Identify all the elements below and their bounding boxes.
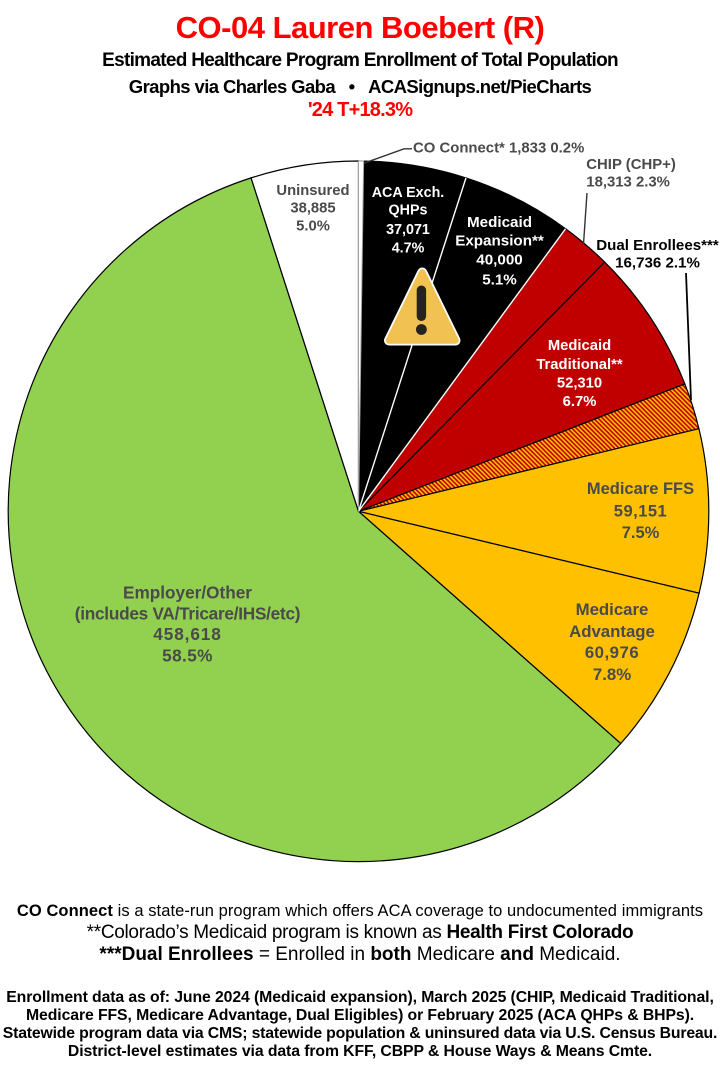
svg-text:Medicaid: Medicaid — [548, 338, 611, 354]
svg-text:Expansion**: Expansion** — [455, 233, 544, 250]
svg-text:18,313 2.3%: 18,313 2.3% — [586, 174, 670, 190]
svg-text:Medicare: Medicare — [576, 600, 649, 619]
svg-text:Medicare FFS: Medicare FFS — [587, 480, 694, 498]
svg-text:QHPs: QHPs — [389, 202, 428, 218]
svg-text:Uninsured: Uninsured — [276, 183, 349, 199]
svg-text:7.8%: 7.8% — [593, 665, 631, 684]
svg-text:5.0%: 5.0% — [296, 219, 330, 235]
svg-text:52,310: 52,310 — [557, 376, 602, 392]
svg-text:Advantage: Advantage — [569, 622, 655, 641]
svg-text:CHIP (CHP+): CHIP (CHP+) — [586, 157, 676, 173]
svg-text:58.5%: 58.5% — [162, 646, 213, 666]
svg-text:Dual Enrollees***: Dual Enrollees*** — [596, 237, 719, 254]
svg-text:ACA Exch.: ACA Exch. — [372, 185, 445, 201]
svg-text:(includes VA/Tricare/IHS/etc): (includes VA/Tricare/IHS/etc) — [75, 603, 301, 623]
svg-text:Medicaid: Medicaid — [467, 214, 532, 231]
svg-text:458,618: 458,618 — [153, 624, 221, 644]
svg-text:CO Connect* 1,833 0.2%: CO Connect* 1,833 0.2% — [413, 141, 584, 157]
svg-text:5.1%: 5.1% — [482, 272, 517, 289]
svg-text:4.7%: 4.7% — [392, 241, 425, 257]
svg-text:37,071: 37,071 — [386, 222, 430, 238]
svg-text:38,885: 38,885 — [290, 201, 335, 217]
svg-text:60,976: 60,976 — [585, 643, 639, 662]
svg-text:Traditional**: Traditional** — [536, 357, 623, 373]
svg-text:Employer/Other: Employer/Other — [123, 583, 252, 603]
svg-text:6.7%: 6.7% — [563, 394, 597, 410]
svg-text:40,000: 40,000 — [476, 251, 522, 268]
svg-text:7.5%: 7.5% — [622, 524, 660, 542]
svg-text:59,151: 59,151 — [614, 503, 667, 521]
svg-text:16,736 2.1%: 16,736 2.1% — [615, 255, 700, 272]
